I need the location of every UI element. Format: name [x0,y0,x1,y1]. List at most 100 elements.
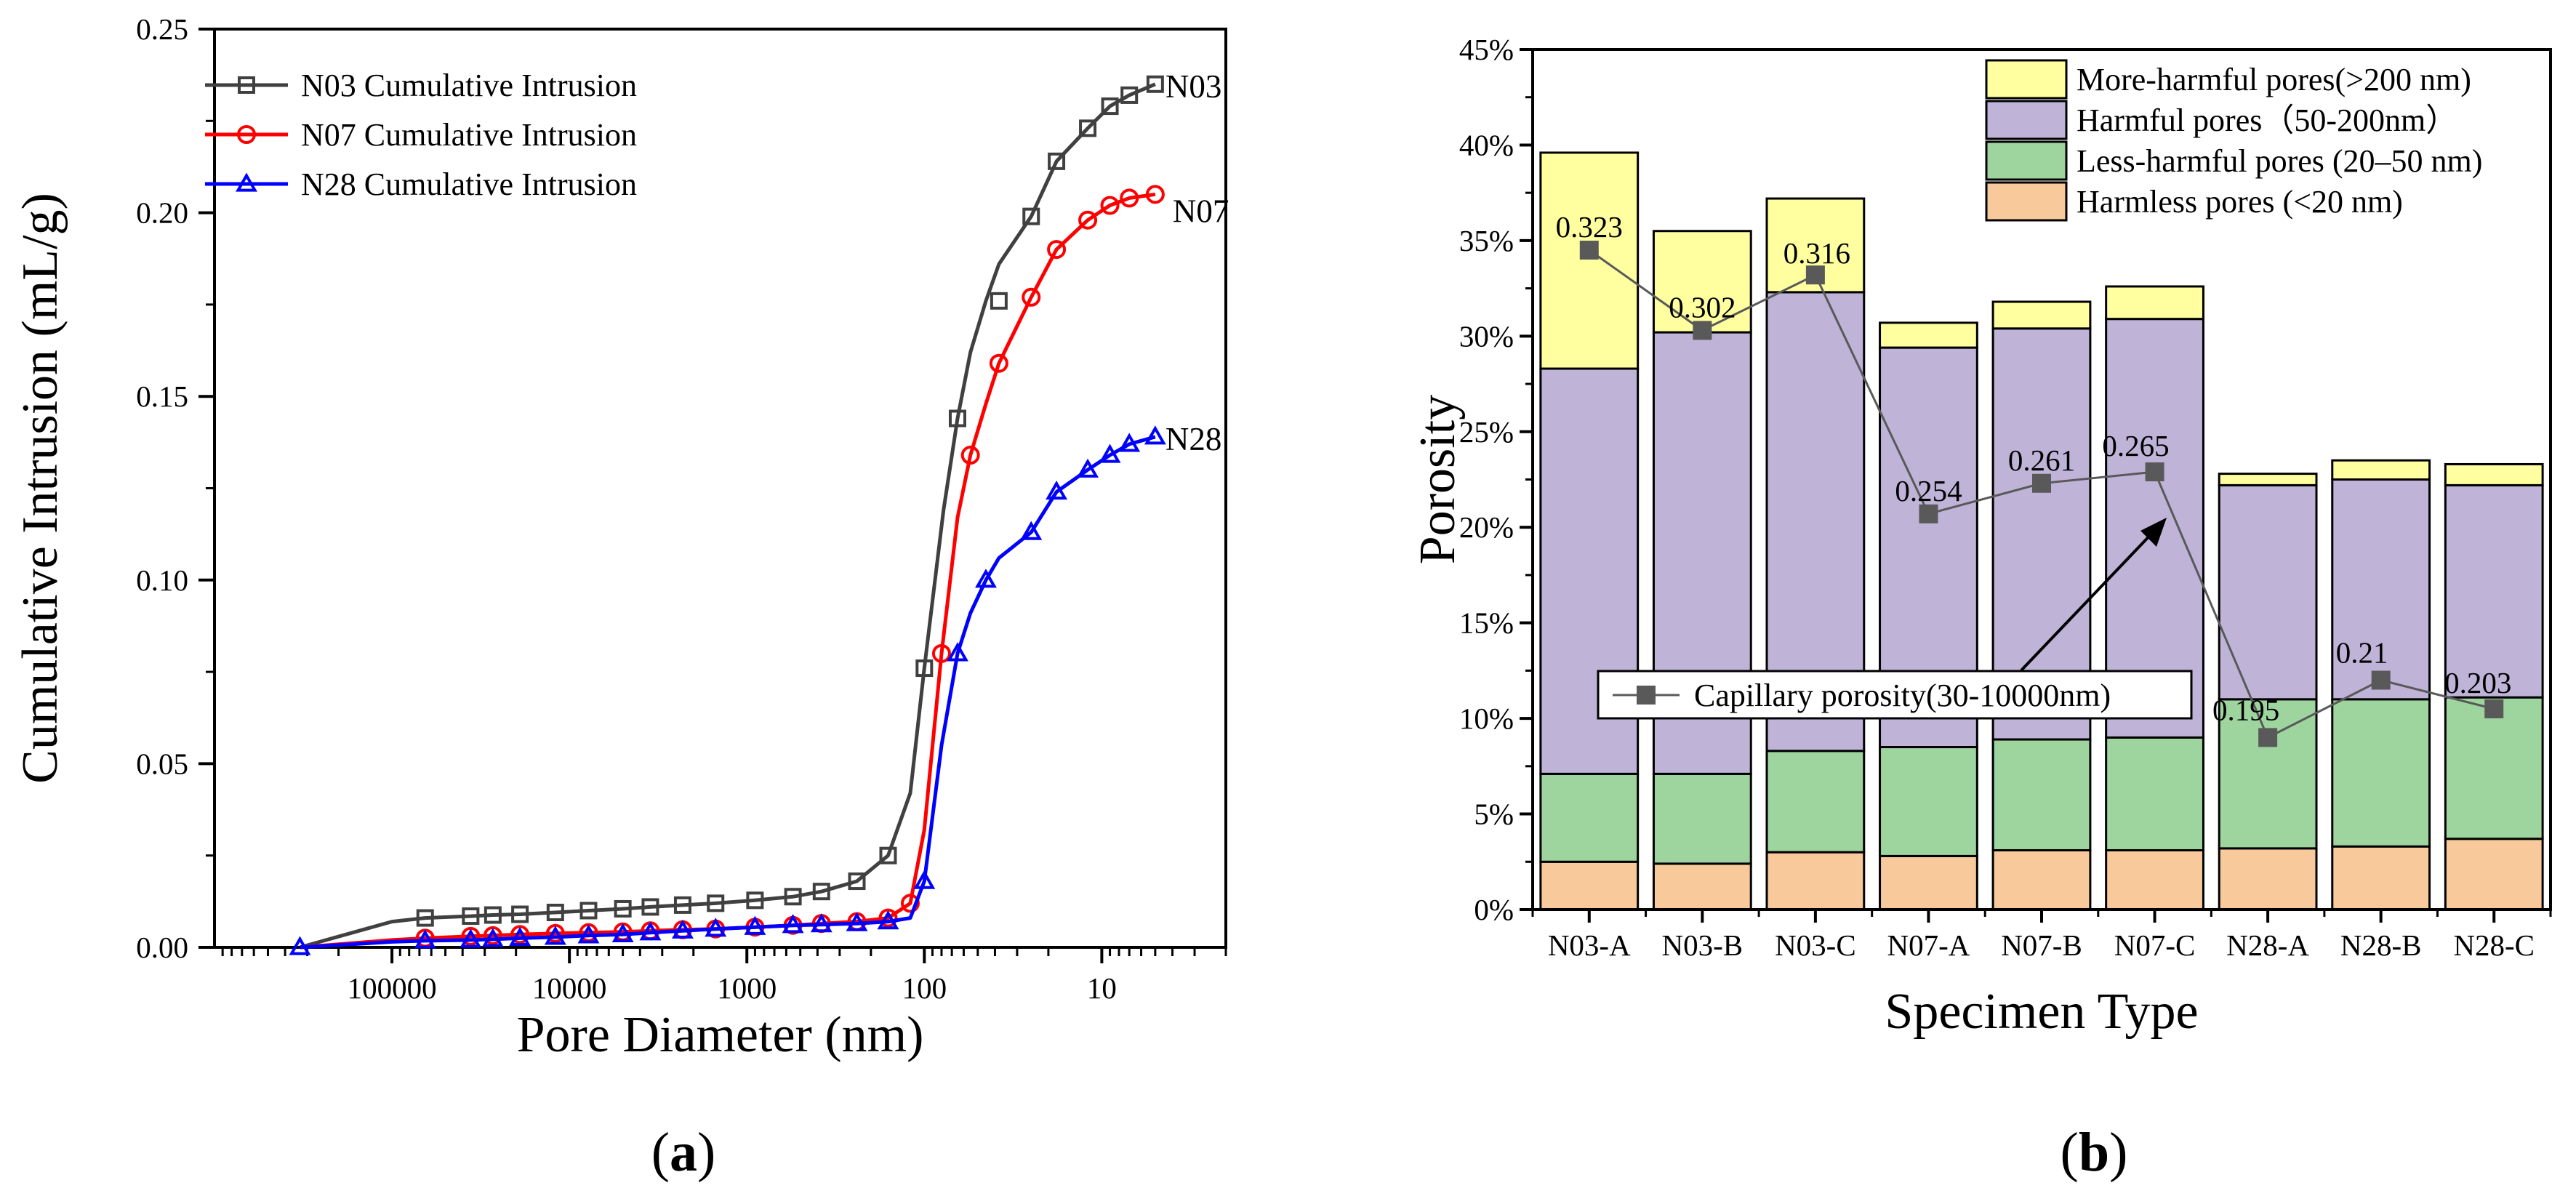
series-marker [1046,481,1068,500]
capillary-marker [2371,670,2391,690]
bar-segment [1539,860,1640,911]
series-marker [1120,86,1139,104]
series-marker [707,894,725,912]
capillary-data-label: 0.21 [2336,636,2388,670]
x-tick-label: N07-B [2001,928,2082,962]
x-tick-label: 10 [1087,971,1117,1005]
bar-segment [2331,845,2431,911]
capillary-marker [1805,265,1825,285]
series-marker [509,926,531,946]
series-marker [1146,75,1164,93]
capillary-data-label: 0.323 [1556,210,1623,244]
x-tick-label: 1000 [717,971,777,1005]
series-marker [611,923,634,942]
capillary-marker [1919,504,1938,523]
y-tick-label: 0.00 [136,931,188,964]
series-marker [1022,287,1041,307]
capillary-marker [2258,728,2278,747]
panel-a-y-axis-title: Cumulative Intrusion (mL/g) [12,193,68,784]
capillary-marker [1693,321,1712,340]
x-tick-label: N07-A [1887,928,1970,962]
series-marker [1020,521,1043,540]
series-marker [579,902,598,920]
capillary-data-label: 0.195 [2212,693,2279,726]
bar-segment [1991,738,2092,852]
panel-b-paren-open: ( [2061,1122,2079,1183]
capillary-data-label: 0.261 [2008,444,2075,477]
bar-segment [2218,698,2318,850]
y-tick-label: 25% [1459,415,1514,449]
arrow-head [2140,518,2167,547]
bar-segment [2105,285,2204,321]
series-marker [744,915,766,935]
panel-a-label: (a) [651,1122,716,1183]
legend-label: N03 Cumulative Intrusion [301,68,637,103]
series-marker [915,659,934,678]
bar-segment [1991,300,2092,330]
y-tick-label: 0.15 [136,380,188,413]
legend-label: Less-harmful pores (20–50 nm) [2077,143,2482,179]
bar-segment [1539,151,1640,370]
y-tick-label: 0.05 [136,747,188,780]
series-marker [544,926,566,945]
series-line [300,435,1156,950]
bar-segment [1652,772,1752,865]
series-marker [1100,196,1120,215]
series-marker [462,907,480,926]
panel-b-capillary-line: 0.323 0.302 0.316 0.254 0.261 0.265 0.195 0.21 0… [1556,210,2511,747]
bar-segment [2218,473,2318,486]
bar-segment [2444,483,2544,699]
x-tick-label: 10000 [532,971,607,1005]
bar-segment [1879,321,1978,349]
line-legend-swatch-marker [1637,686,1656,705]
series-marker [483,906,502,924]
series-marker [746,891,764,910]
series-marker [784,888,802,906]
series-marker [947,642,968,662]
series-marker [673,896,691,914]
series-marker [414,929,436,949]
y-tick-label: 5% [1474,798,1514,831]
y-tick-label: 15% [1459,606,1514,640]
x-tick-label: N03-C [1775,928,1856,962]
bar-segment [2444,838,2544,911]
panel-a-paren-open: ( [651,1122,670,1183]
series-marker [1120,188,1139,208]
y-tick-label: 40% [1459,128,1514,161]
series-marker [931,643,951,663]
panel-a-cumulative-intrusion-chart: 100000 10000 1000 100 10 0.00 0.05 0.10 0.15 0.2… [12,12,1229,1183]
bar-segment [1652,862,1752,911]
series-marker [577,924,600,944]
panel-b-x-axis-title: Specimen Type [1885,984,2198,1040]
capillary-data-label: 0.265 [2102,429,2169,462]
x-tick-label: N28-C [2453,928,2535,962]
bar-segment [1879,746,1978,857]
series-marker [1078,210,1098,230]
legend-swatch [1985,100,2068,140]
series-end-label: N03 [1165,68,1222,105]
line-legend-box [1597,670,2193,720]
series-end-label: N07 [1173,193,1229,229]
series-marker [1048,152,1066,170]
series-marker [289,936,311,955]
series-marker [614,899,632,918]
series-marker [1101,97,1119,116]
series-marker [782,914,804,934]
bar-segment [2444,462,2544,486]
legend-swatch [1985,59,2068,100]
series-marker [1118,433,1141,452]
series-marker [546,904,564,922]
panel-b-x-ticks: N03-A N03-B N03-C N07-A N07-B N07-C N28-A N28-B… [1531,910,2552,962]
bar-segment [2105,849,2204,911]
panel-b-label: (b) [2061,1122,2128,1183]
panel-a-paren-close: ) [697,1122,715,1183]
series-line [300,192,1156,950]
legend-swatch [1985,181,2068,222]
series-marker [416,909,434,927]
series-marker [900,894,920,913]
series-marker [990,292,1008,310]
bar-segment [1765,851,1866,911]
legend-label: Harmful pores（50-200nm） [2077,103,2457,138]
x-tick-label: N28-A [2226,928,2309,962]
